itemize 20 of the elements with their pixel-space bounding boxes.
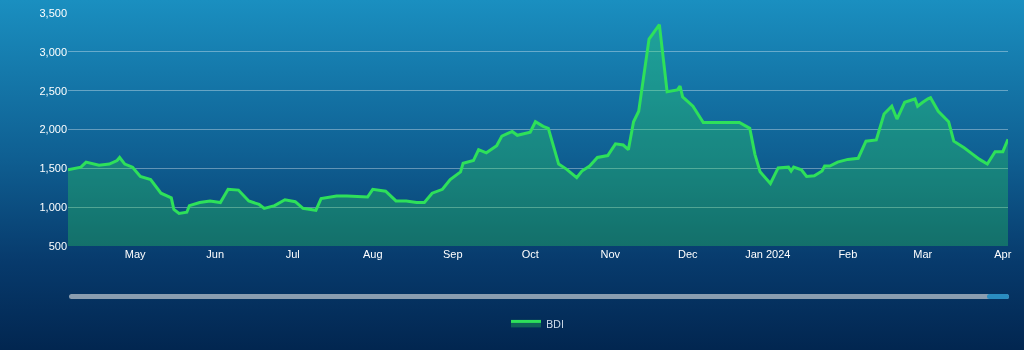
x-tick-label: May: [124, 248, 147, 260]
y-tick-label: 1,000: [39, 201, 67, 214]
x-tick-label: Jan 2024: [745, 248, 791, 260]
y-tick-label: 3,500: [39, 6, 67, 19]
x-tick-label: Sep: [442, 248, 463, 260]
x-tick-label: Apr: [994, 248, 1012, 260]
x-tick-label: Jul: [285, 248, 300, 260]
x-tick-label: Jun: [206, 248, 225, 260]
legend-label: BDI: [546, 315, 565, 331]
x-tick-label: Mar: [913, 248, 933, 260]
y-tick-label: 2,500: [39, 84, 67, 97]
x-tick-label: Aug: [362, 248, 383, 260]
y-tick-label: 3,000: [39, 45, 67, 58]
y-tick-label: 2,000: [39, 123, 67, 136]
x-tick-label: Feb: [838, 248, 858, 260]
y-tick-label: 1,500: [39, 162, 67, 175]
x-tick-label: Nov: [600, 248, 621, 260]
y-tick-label: 500: [48, 239, 67, 252]
x-tick-label: Dec: [678, 248, 699, 260]
x-tick-label: Oct: [521, 248, 539, 260]
